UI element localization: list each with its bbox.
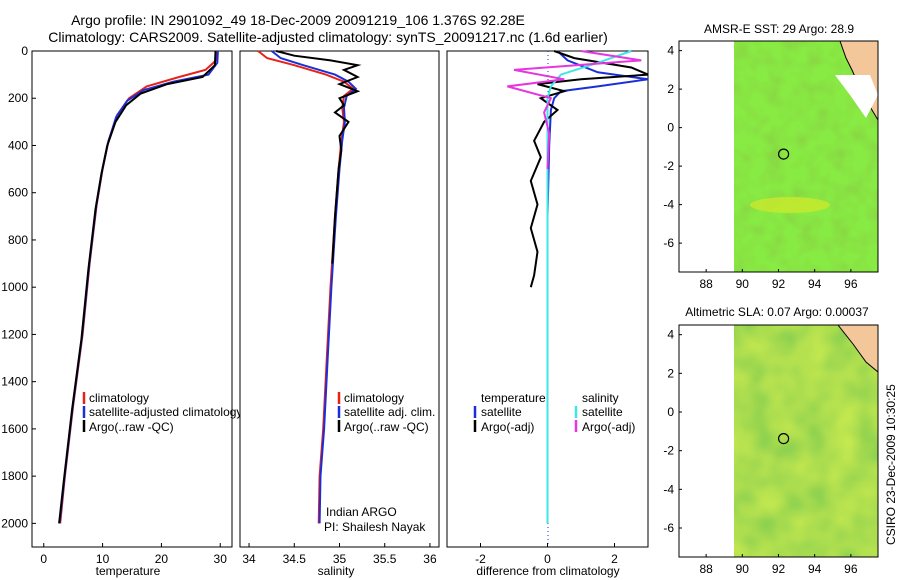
map-x-tick-label: 94 — [808, 277, 822, 291]
series-line-temperature-argo-adj- — [529, 50, 649, 288]
map-x-tick-label: 90 — [736, 562, 750, 576]
salinity-xlabel: salinity — [318, 564, 355, 578]
x-tick-label: 30 — [214, 552, 228, 566]
salinity-legend: climatology satellite adj. clim. Argo(..… — [337, 391, 435, 434]
map-y-tick-label: -2 — [663, 159, 674, 173]
map-y-tick-label: -6 — [663, 236, 674, 250]
y-tick-label: 1000 — [1, 280, 28, 294]
y-tick-label: 200 — [8, 91, 28, 105]
institution-label: Indian ARGO — [326, 505, 397, 519]
x-tick-label: 0 — [544, 552, 551, 566]
legend-label-argo: Argo(..raw -QC) — [344, 420, 429, 434]
x-tick-label: -2 — [475, 552, 486, 566]
x-tick-label: 20 — [155, 552, 169, 566]
sst-warm-patch — [750, 197, 830, 213]
map-y-tick-label: 4 — [667, 328, 674, 342]
map-x-tick-label: 90 — [736, 277, 750, 291]
figure-title-line1: Argo profile: IN 2901092_49 18-Dec-2009 … — [71, 12, 525, 28]
sla-map-title: Altimetric SLA: 0.07 Argo: 0.00037 — [685, 305, 869, 319]
legend-label-argo: Argo(..raw -QC) — [89, 420, 174, 434]
x-tick-label: 34 — [242, 552, 256, 566]
temperature-panel: 0 10 20 30 0 200 400 600 800 1000 1200 1400 1600 180… — [1, 44, 242, 578]
argo-float-marker — [777, 148, 790, 160]
x-tick-label: 35 — [333, 552, 347, 566]
legend-label-satellite: satellite-adjusted climatology — [89, 405, 242, 419]
map-y-tick-label: 0 — [667, 121, 674, 135]
sst-map-panel: AMSR-E SST: 29 Argo: 28.9 88 90 92 94 96 4 2 0 -… — [663, 22, 879, 291]
salinity-axes-box — [239, 50, 440, 548]
temperature-axes-box — [31, 50, 233, 548]
sst-map-title: AMSR-E SST: 29 Argo: 28.9 — [704, 22, 854, 36]
legend-label-climatology: climatology — [344, 391, 404, 405]
sst-land-gap — [835, 75, 878, 118]
map-y-tick-label: -6 — [663, 521, 674, 535]
series-line-satellite-adj-clim- — [271, 50, 358, 524]
legend-label-temp-argo: Argo(-adj) — [481, 420, 534, 434]
y-tick-label: 600 — [8, 186, 28, 200]
x-tick-label: 2 — [611, 552, 618, 566]
map-x-tick-label: 88 — [699, 562, 713, 576]
y-tick-label: 1600 — [1, 422, 28, 436]
legend-title-salinity: salinity — [582, 391, 619, 405]
argo-float-marker — [777, 433, 790, 445]
map-x-tick-label: 96 — [844, 277, 858, 291]
legend-label-satellite: satellite adj. clim. — [344, 405, 435, 419]
map-x-tick-label: 88 — [699, 277, 713, 291]
x-tick-label: 34.5 — [283, 552, 307, 566]
y-tick-label: 400 — [8, 138, 28, 152]
legend-label-climatology: climatology — [89, 391, 149, 405]
difference-xlabel: difference from climatology — [476, 564, 619, 578]
map-y-tick-label: -4 — [663, 482, 674, 496]
series-line-salinity-argo-adj- — [507, 50, 642, 170]
x-tick-label: 0 — [40, 552, 47, 566]
map-y-tick-label: -4 — [663, 198, 674, 212]
y-tick-label: 2000 — [1, 516, 28, 530]
legend-label-sal-satellite: satellite — [582, 405, 623, 419]
map-x-tick-label: 92 — [772, 562, 786, 576]
x-tick-label: 10 — [96, 552, 110, 566]
pi-label: PI: Shailesh Nayak — [324, 520, 426, 534]
map-y-tick-label: 4 — [667, 44, 674, 58]
temperature-xlabel: temperature — [96, 564, 161, 578]
map-y-tick-label: 2 — [667, 366, 674, 380]
map-x-tick-label: 92 — [772, 277, 786, 291]
y-tick-label: 800 — [8, 233, 28, 247]
difference-legend: temperature satellite Argo(-adj) salinit… — [473, 391, 635, 434]
y-tick-label: 1400 — [1, 375, 28, 389]
sla-field-texture — [734, 325, 878, 557]
map-y-tick-label: -2 — [663, 444, 674, 458]
sla-map-panel: Altimetric SLA: 0.07 Argo: 0.00037 88 90 9… — [663, 305, 879, 576]
legend-title-temperature: temperature — [481, 391, 546, 405]
map-y-tick-label: 0 — [667, 405, 674, 419]
map-x-tick-label: 96 — [844, 562, 858, 576]
difference-panel: -2 0 2 difference from climatology tempera… — [446, 50, 649, 578]
map-x-tick-label: 94 — [808, 562, 822, 576]
temperature-legend: climatology satellite-adjusted climatolo… — [82, 391, 242, 434]
legend-label-temp-satellite: satellite — [481, 405, 522, 419]
series-line-argo-raw-qc- — [275, 50, 362, 264]
legend-label-sal-argo: Argo(-adj) — [582, 420, 635, 434]
x-tick-label: 36 — [423, 552, 437, 566]
map-y-tick-label: 2 — [667, 82, 674, 96]
y-tick-label: 1800 — [1, 469, 28, 483]
y-tick-label: 1200 — [1, 327, 28, 341]
series-line-argo-raw-qc- — [58, 50, 217, 524]
x-tick-label: 35.5 — [373, 552, 397, 566]
figure-title-line2: Climatology: CARS2009. Satellite-adjuste… — [48, 29, 608, 45]
salinity-panel: 34 34.5 35 35.5 36 salinity climatology sate… — [239, 50, 440, 578]
y-tick-label: 0 — [21, 44, 28, 58]
timestamp-stamp: CSIRO 23-Dec-2009 10:30:25 — [884, 384, 898, 545]
